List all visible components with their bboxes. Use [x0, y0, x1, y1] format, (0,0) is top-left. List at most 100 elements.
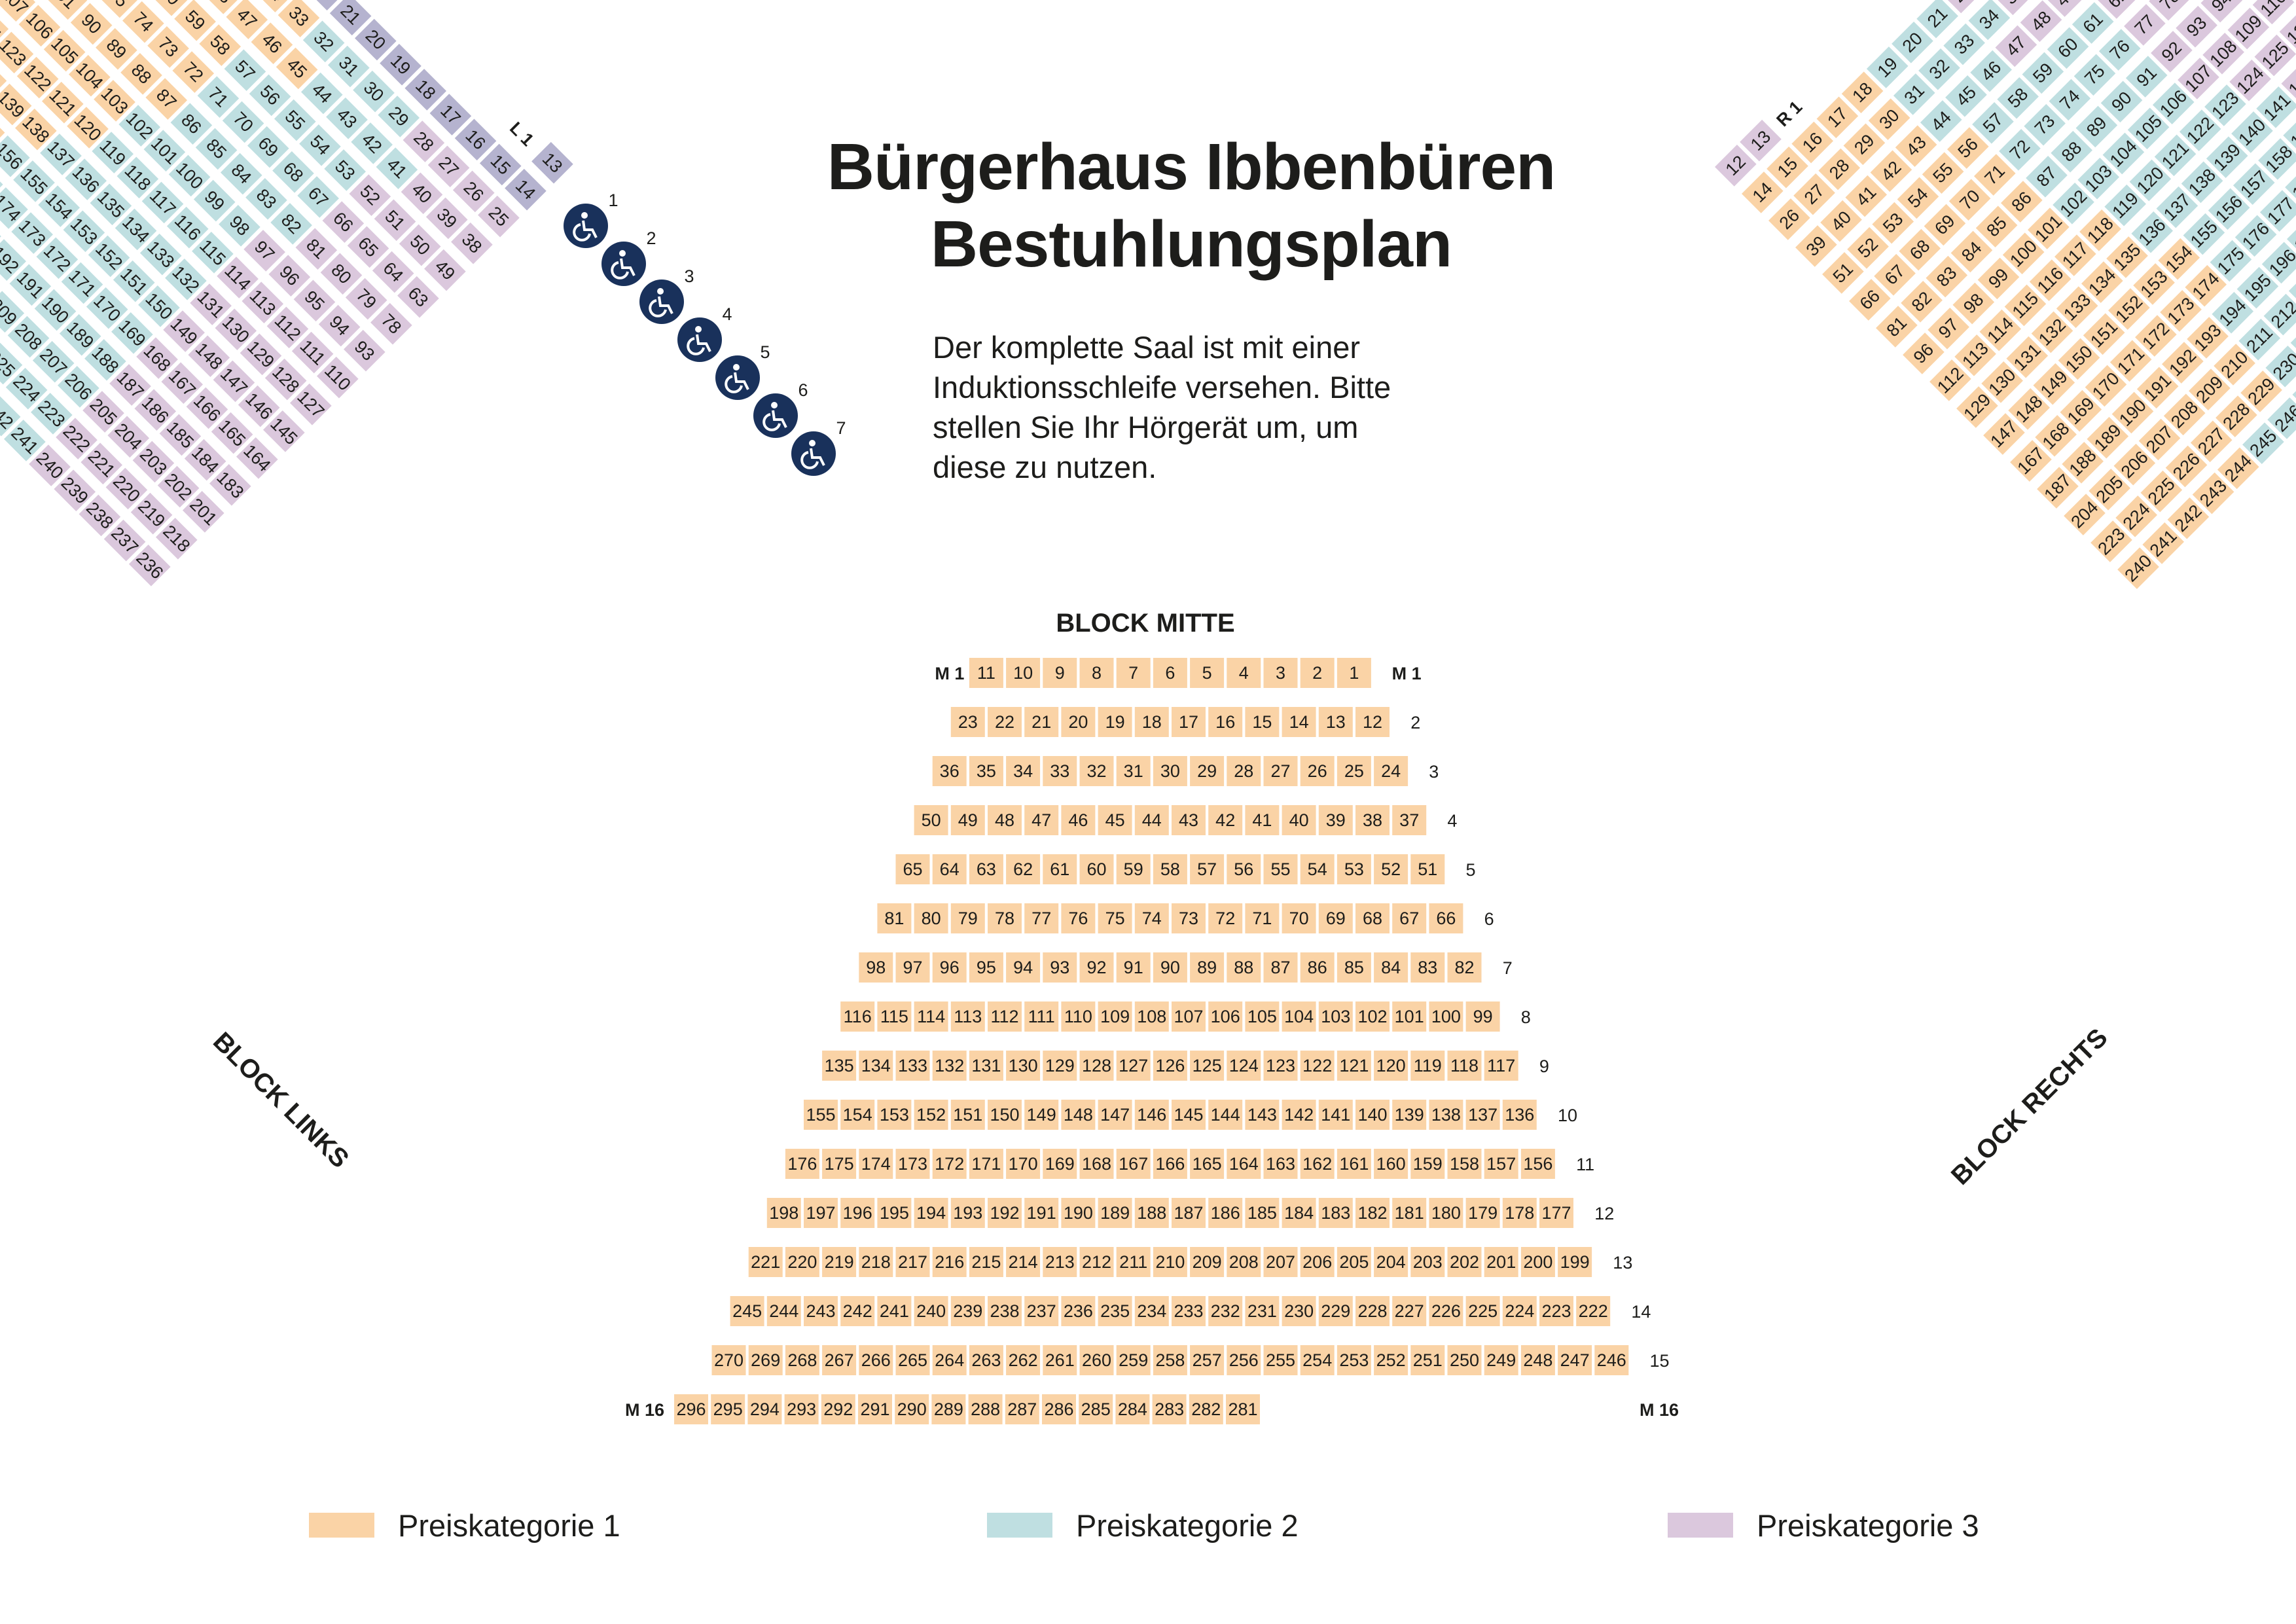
seat[interactable]: 122	[1300, 1051, 1335, 1081]
seat[interactable]: 15	[479, 143, 522, 186]
seat[interactable]: 238	[988, 1296, 1022, 1326]
seat[interactable]: 183	[1318, 1198, 1353, 1228]
seat[interactable]: 206	[1300, 1247, 1335, 1277]
seat[interactable]: 31	[327, 45, 370, 88]
seat[interactable]: 69	[1318, 903, 1353, 933]
seat[interactable]: 288	[968, 1394, 1003, 1424]
seat[interactable]: 47	[1024, 805, 1059, 835]
seat[interactable]: 67	[1392, 903, 1427, 933]
seat[interactable]: 112	[988, 1001, 1022, 1032]
seat[interactable]: 119	[1410, 1051, 1445, 1081]
seat[interactable]: 131	[969, 1051, 1003, 1081]
seat[interactable]: 104	[1282, 1001, 1316, 1032]
seat[interactable]: 170	[1006, 1149, 1041, 1179]
seat[interactable]: 19	[1098, 707, 1132, 737]
seat[interactable]: 60	[149, 0, 191, 16]
seat[interactable]: 251	[1410, 1345, 1445, 1375]
seat[interactable]: 91	[45, 0, 88, 20]
seat[interactable]: 267	[822, 1345, 857, 1375]
seat[interactable]: 178	[1502, 1198, 1537, 1228]
seat[interactable]: 235	[1098, 1296, 1132, 1326]
seat[interactable]: 48	[2020, 0, 2062, 43]
seat[interactable]: 230	[1282, 1296, 1316, 1326]
seat[interactable]: 85	[1975, 206, 2018, 248]
seat[interactable]: 36	[932, 756, 967, 786]
seat[interactable]: 250	[1447, 1345, 1482, 1375]
seat[interactable]: 28	[1818, 148, 1861, 190]
seat[interactable]: 93	[344, 329, 386, 372]
seat[interactable]: 52	[1374, 854, 1408, 884]
seat[interactable]: 259	[1116, 1345, 1151, 1375]
seat[interactable]: 16	[1208, 707, 1243, 737]
seat[interactable]: 13	[531, 141, 573, 184]
seat[interactable]: 147	[1098, 1100, 1132, 1130]
seat[interactable]: 44	[1920, 100, 1962, 142]
seat[interactable]: 90	[2100, 81, 2143, 123]
seat[interactable]: 58	[1997, 77, 2039, 119]
seat[interactable]: 201	[1484, 1247, 1518, 1277]
seat[interactable]: 292	[821, 1394, 855, 1424]
seat[interactable]: 256	[1227, 1345, 1261, 1375]
seat[interactable]: 152	[914, 1100, 948, 1130]
seat[interactable]: 26	[1768, 198, 1810, 240]
seat[interactable]: 44	[300, 72, 343, 115]
seat[interactable]: 162	[1300, 1149, 1335, 1179]
seat[interactable]: 53	[324, 149, 366, 191]
seat[interactable]: 19	[1866, 46, 1909, 88]
seat[interactable]: 114	[914, 1001, 948, 1032]
seat[interactable]: 27	[1793, 173, 1835, 215]
seat[interactable]: 30	[1868, 98, 1910, 140]
seat[interactable]: 92	[1079, 952, 1114, 983]
seat[interactable]: 38	[451, 222, 493, 264]
seat[interactable]: 248	[1520, 1345, 1555, 1375]
seat[interactable]: 218	[859, 1247, 893, 1277]
seat[interactable]: 51	[374, 199, 416, 242]
seat[interactable]: 127	[1116, 1051, 1151, 1081]
seat[interactable]: 211	[1116, 1247, 1151, 1277]
seat[interactable]: 158	[1447, 1149, 1482, 1179]
seat[interactable]: 193	[950, 1198, 985, 1228]
seat[interactable]: 295	[711, 1394, 745, 1424]
seat[interactable]: 61	[1043, 854, 1077, 884]
seat[interactable]: 71	[1245, 903, 1280, 933]
seat[interactable]: 17	[429, 94, 472, 135]
seat[interactable]: 255	[1263, 1345, 1298, 1375]
seat[interactable]: 58	[199, 24, 242, 66]
seat[interactable]: 242	[840, 1296, 875, 1326]
seat[interactable]: 12	[1355, 707, 1390, 737]
seat[interactable]: 94	[2200, 0, 2243, 23]
seat[interactable]: 62	[1006, 854, 1041, 884]
seat[interactable]: 269	[748, 1345, 783, 1375]
seat[interactable]: 222	[1576, 1296, 1611, 1326]
seat[interactable]: 243	[804, 1296, 838, 1326]
seat[interactable]: 196	[840, 1198, 875, 1228]
seat[interactable]: 129	[1043, 1051, 1077, 1081]
seat[interactable]: 157	[0, 110, 5, 153]
seat[interactable]: 84	[1950, 230, 1993, 273]
seat[interactable]: 89	[96, 27, 137, 70]
seat[interactable]: 25	[478, 195, 520, 238]
seat[interactable]: 51	[1822, 252, 1864, 294]
seat[interactable]: 46	[1970, 50, 2012, 92]
seat[interactable]: 216	[932, 1247, 967, 1277]
seat[interactable]: 99	[1977, 257, 2020, 300]
seat[interactable]: 240	[914, 1296, 948, 1326]
seat[interactable]: 263	[969, 1345, 1003, 1375]
seat[interactable]: 11	[969, 658, 1003, 688]
seat[interactable]: 225	[1465, 1296, 1500, 1326]
seat[interactable]: 97	[1928, 307, 1969, 350]
seat[interactable]: 4	[1227, 658, 1261, 688]
seat[interactable]: 109	[1098, 1001, 1132, 1032]
seat[interactable]: 289	[931, 1394, 966, 1424]
seat[interactable]: 90	[1153, 952, 1187, 983]
seat[interactable]: 76	[2098, 29, 2141, 71]
seat[interactable]: 18	[1841, 71, 1884, 113]
seat[interactable]: 34	[1968, 0, 2011, 41]
seat[interactable]: 14	[1742, 171, 1784, 213]
seat[interactable]: 28	[403, 120, 445, 162]
seat[interactable]: 34	[253, 0, 295, 12]
seat[interactable]: 110	[1061, 1001, 1096, 1032]
seat[interactable]: 58	[1153, 854, 1187, 884]
seat[interactable]: 102	[1355, 1001, 1390, 1032]
seat[interactable]: 35	[1993, 0, 2036, 16]
